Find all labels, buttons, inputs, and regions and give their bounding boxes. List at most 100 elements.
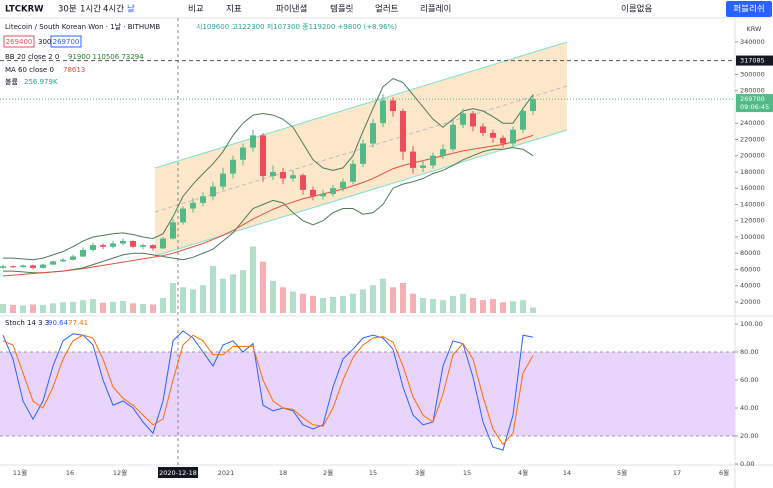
symbol[interactable]: LTCKRW (5, 5, 44, 15)
volume-bar (480, 300, 486, 313)
candle-body (240, 147, 246, 160)
candle-body (100, 245, 106, 247)
y-tick-label: 40000 (740, 282, 761, 290)
candle-body (390, 100, 396, 112)
volume-bar (120, 301, 126, 313)
volume-bar (520, 300, 526, 313)
bb-lower (3, 147, 534, 274)
volume-bar (500, 302, 506, 313)
indicators-button[interactable]: 지표 (226, 5, 242, 15)
volume-bar (300, 293, 306, 313)
candle-body (0, 266, 6, 268)
financials-button[interactable]: 파이낸셜 (276, 4, 307, 15)
stoch-d (2, 334, 534, 446)
candle-body (280, 171, 286, 179)
x-tick-label: 18 (279, 469, 287, 477)
candle-body (200, 196, 206, 203)
y-tick-label: 160000 (740, 184, 765, 192)
volume-bar (460, 293, 466, 313)
x-tick-label: 14 (563, 469, 571, 477)
stoch-tick-label: 20.00 (740, 432, 759, 440)
volume-bar (390, 287, 396, 313)
volume-bar (100, 302, 106, 313)
ma-label: MA 60 close 0 (5, 66, 54, 74)
crosshair-date: 2020-12-18 (159, 469, 197, 477)
candle-body (510, 129, 516, 144)
volume-bar (80, 300, 86, 313)
candle-body (320, 193, 326, 197)
y-tick-label: 280000 (740, 87, 765, 95)
candle-body (350, 163, 356, 182)
candle-body (400, 111, 406, 152)
y-tick-label: 340000 (740, 38, 765, 46)
y-tick-label: 240000 (740, 119, 765, 127)
candle-body (370, 123, 376, 144)
interval[interactable]: 4시간 (103, 4, 124, 15)
volume-bar (490, 299, 496, 313)
candle-body (30, 265, 36, 268)
candle-body (490, 132, 496, 138)
volume-label: 볼륨 (5, 77, 18, 86)
candle-body (270, 171, 276, 177)
replay-button[interactable]: 리플레이 (420, 4, 451, 15)
legend-ohlc: 시109600 고122300 저107300 종119200 +9800 (+… (196, 22, 397, 31)
volume-bar (280, 287, 286, 313)
volume-bar (190, 289, 196, 313)
stoch-k-value: 90.64 (48, 319, 69, 327)
volume-bar (470, 298, 476, 313)
y-tick-label: 180000 (740, 168, 765, 176)
stoch-tick-label: 0.00 (740, 460, 754, 468)
volume-bar (400, 283, 406, 313)
candle-body (80, 249, 86, 257)
publish-button[interactable]: 퍼블리쉬 (733, 4, 764, 15)
volume-value: 256.979K (24, 78, 58, 86)
volume-bar (320, 298, 326, 313)
x-tick-label: 5월 (617, 468, 627, 477)
volume-bar (210, 265, 216, 313)
candle-body (480, 126, 486, 133)
volume-bar (350, 293, 356, 313)
layout-name[interactable]: 이름없음 (621, 4, 652, 15)
volume-bar (530, 307, 536, 313)
y-tick-label: 80000 (740, 249, 761, 257)
candle-body (500, 137, 506, 144)
volume-bar (420, 298, 426, 313)
publish-button-bg[interactable] (726, 1, 772, 17)
currency: KRW (747, 25, 763, 33)
interval[interactable]: 30분 (58, 5, 77, 15)
alert-button[interactable]: 얼러트 (375, 4, 399, 15)
ask: 269700 (53, 38, 80, 46)
stoch-band (0, 352, 735, 436)
compare-button[interactable]: 비교 (188, 5, 204, 15)
candle-body (130, 241, 136, 247)
volume-bar (150, 304, 156, 313)
stoch-d-value: 77.41 (68, 319, 88, 327)
volume-bar (30, 304, 36, 313)
volume-bar (40, 304, 46, 313)
volume-bar (230, 274, 236, 313)
interval-active[interactable]: 날 (127, 4, 135, 15)
candle-body (160, 238, 166, 249)
volume-bar (90, 299, 96, 313)
candle-body (110, 243, 116, 247)
candle-body (440, 149, 446, 156)
volume-bar (440, 300, 446, 313)
interval[interactable]: 1시간 (80, 4, 101, 15)
stoch-tick-label: 40.00 (740, 404, 759, 412)
x-tick-label: 2021 (218, 469, 235, 477)
volume-bar (270, 280, 276, 313)
channel-top (154, 41, 568, 169)
stoch-tick-label: 60.00 (740, 376, 759, 384)
volume-bar (0, 304, 6, 313)
x-tick-label: 15 (369, 469, 377, 477)
y-tick-label: 60000 (740, 265, 761, 273)
volume-bar (250, 246, 256, 313)
volume-bar (340, 295, 346, 313)
candle-body (300, 175, 306, 190)
x-tick-label: 15 (463, 469, 471, 477)
candle-body (230, 159, 236, 174)
templates-button[interactable]: 템플릿 (330, 4, 354, 15)
stoch-tick-label: 100.00 (740, 320, 763, 328)
volume-bar (410, 293, 416, 313)
